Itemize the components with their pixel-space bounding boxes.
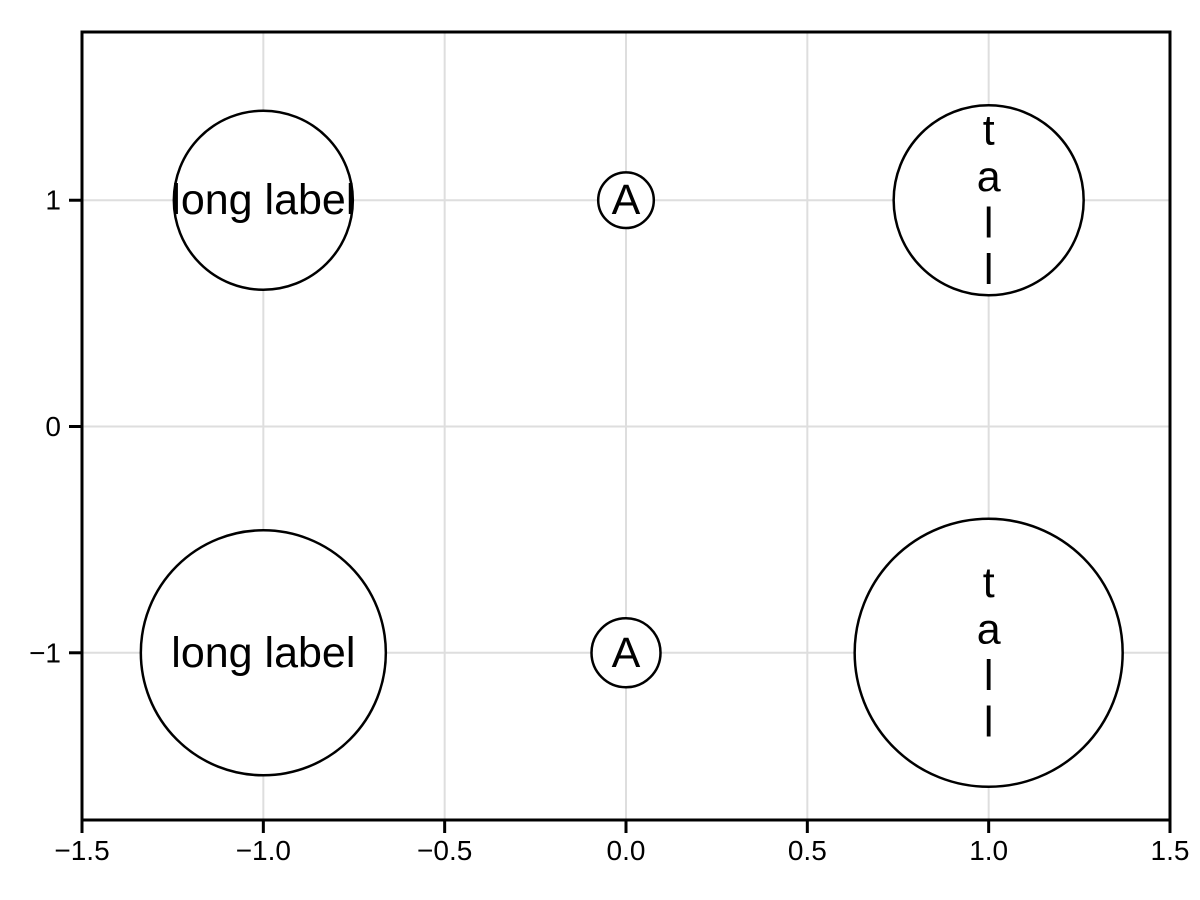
y-tick-label: −1: [29, 637, 61, 668]
scatter-marker-label: A: [612, 176, 641, 224]
scatter-marker-circle: [590, 617, 662, 689]
scatter-marker-circle: [172, 109, 355, 291]
y-tick-label: 1: [45, 185, 61, 216]
x-tick-label: 1.5: [1151, 835, 1190, 866]
scatter-marker-label: long label: [171, 629, 355, 677]
scatter-marker-label: long label: [171, 176, 355, 224]
x-tick-label: −1.0: [236, 835, 291, 866]
scatter-marker-circle: [596, 171, 656, 230]
scatter-marker-circle: [139, 529, 388, 777]
y-tick-label: 0: [45, 411, 61, 442]
axis-layer: −1.5 −1.0 −0.5 0.0 0.5 1.0 1.5 1 0 −1: [29, 30, 1190, 866]
x-tick-label: −1.5: [54, 835, 109, 866]
scatter-marker-circle: [853, 517, 1124, 789]
x-tick-label: 0.0: [607, 835, 646, 866]
x-tick-label: 1.0: [969, 835, 1008, 866]
scatter-marker-label: A: [612, 629, 641, 677]
marker-layer: long label At a l l long label At a l l: [139, 103, 1124, 789]
x-tick-label: −0.5: [417, 835, 472, 866]
scatter-marker-circle: [892, 103, 1085, 297]
x-tick-label: 0.5: [788, 835, 827, 866]
